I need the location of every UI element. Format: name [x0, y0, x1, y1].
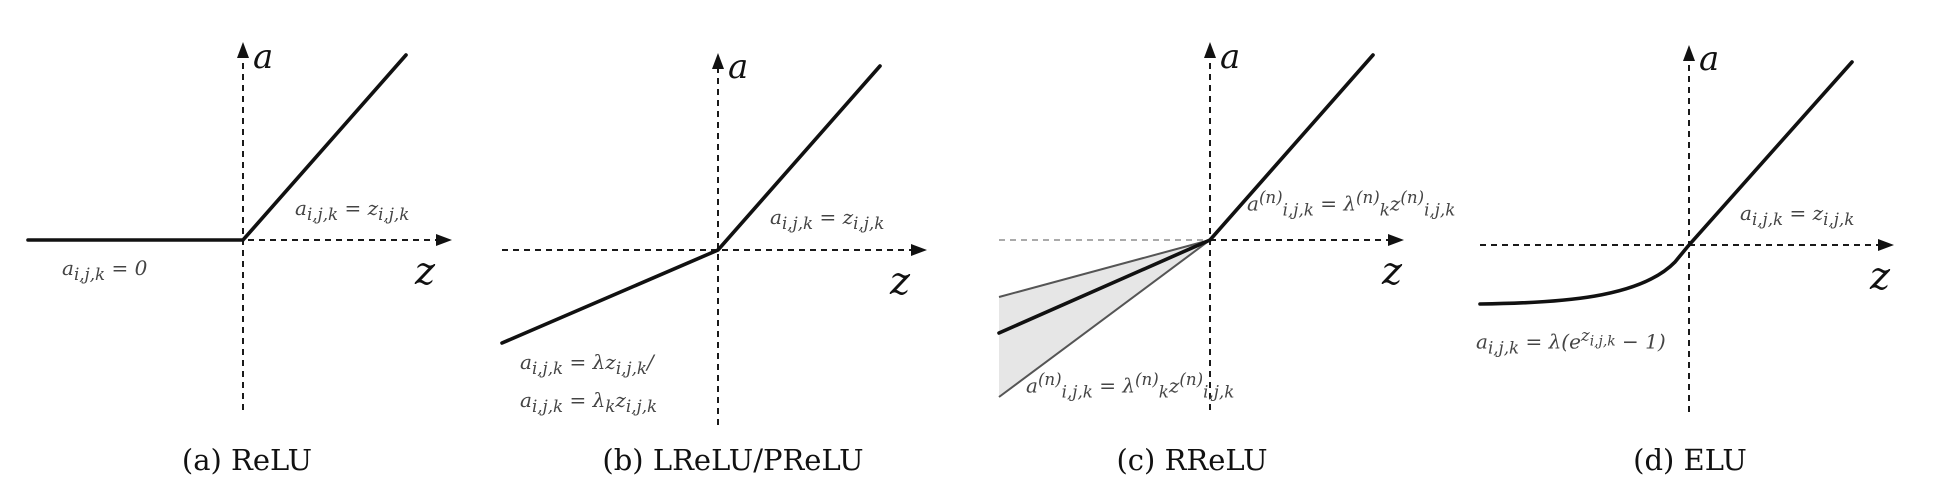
lrelu-negative-equation-line1: ai,j,k = λzi,j,k/	[520, 350, 654, 378]
elu-x-axis-label: z	[1870, 254, 1891, 298]
relu-positive-equation: ai,j,k = zi,j,k	[295, 196, 410, 224]
elu-caption: (d) ELU	[1633, 443, 1747, 477]
rrelu-lower-slope-bound	[998, 239, 1211, 398]
rrelu-y-axis-label: a	[1220, 37, 1241, 77]
lrelu-y-axis-label: a	[728, 47, 749, 87]
elu-y-axis-label: a	[1699, 39, 1720, 79]
panel-relu: a z ai,j,k = zi,j,k ai,j,k = 0 (a) ReLU	[0, 0, 480, 499]
rrelu-curve	[997, 53, 1375, 335]
panel-elu: a z ai,j,k = zi,j,k ai,j,k = λ(ezi,j,k −…	[1440, 0, 1933, 499]
lrelu-curve	[500, 64, 882, 345]
elu-negative-equation: ai,j,k = λ(ezi,j,k − 1)	[1476, 326, 1666, 358]
rrelu-plot	[997, 42, 1404, 410]
relu-y-axis-label: a	[253, 37, 274, 77]
panel-lrelu-prelu: a z ai,j,k = zi,j,k ai,j,k = λzi,j,k/ ai…	[480, 0, 960, 499]
lrelu-positive-equation: ai,j,k = zi,j,k	[770, 205, 885, 233]
rrelu-upper-slope-bound	[998, 239, 1211, 298]
panel-rrelu: a z a(n)i,j,k = λ(n)kz(n)i,j,k a(n)i,j,k…	[960, 0, 1455, 499]
rrelu-x-axis-label: z	[1382, 249, 1403, 293]
rrelu-x-arrowhead	[1388, 234, 1404, 246]
relu-plot	[26, 42, 452, 410]
relu-negative-equation: ai,j,k = 0	[62, 256, 148, 284]
lrelu-x-axis-label: z	[890, 259, 911, 303]
rrelu-negative-equation: a(n)i,j,k = λ(n)kz(n)i,j,k	[1026, 370, 1235, 402]
lrelu-negative-equation-line2: ai,j,k = λkzi,j,k	[520, 388, 658, 416]
rrelu-y-arrowhead	[1204, 42, 1216, 58]
relu-y-arrowhead	[237, 42, 249, 58]
elu-curve	[1478, 60, 1854, 306]
relu-curve	[26, 53, 408, 242]
relu-x-axis-label: z	[415, 249, 436, 293]
elu-plot	[1478, 45, 1894, 412]
relu-caption: (a) ReLU	[181, 443, 313, 477]
rrelu-caption: (c) RReLU	[1116, 443, 1268, 477]
lrelu-x-arrowhead	[911, 244, 927, 256]
lrelu-caption: (b) LReLU/PReLU	[602, 443, 864, 477]
elu-positive-equation: ai,j,k = zi,j,k	[1740, 201, 1855, 229]
elu-x-arrowhead	[1878, 239, 1894, 251]
lrelu-y-arrowhead	[712, 53, 724, 69]
lrelu-plot	[500, 53, 927, 425]
elu-y-arrowhead	[1683, 45, 1695, 61]
relu-x-arrowhead	[436, 234, 452, 246]
rrelu-positive-equation: a(n)i,j,k = λ(n)kz(n)i,j,k	[1247, 188, 1456, 220]
